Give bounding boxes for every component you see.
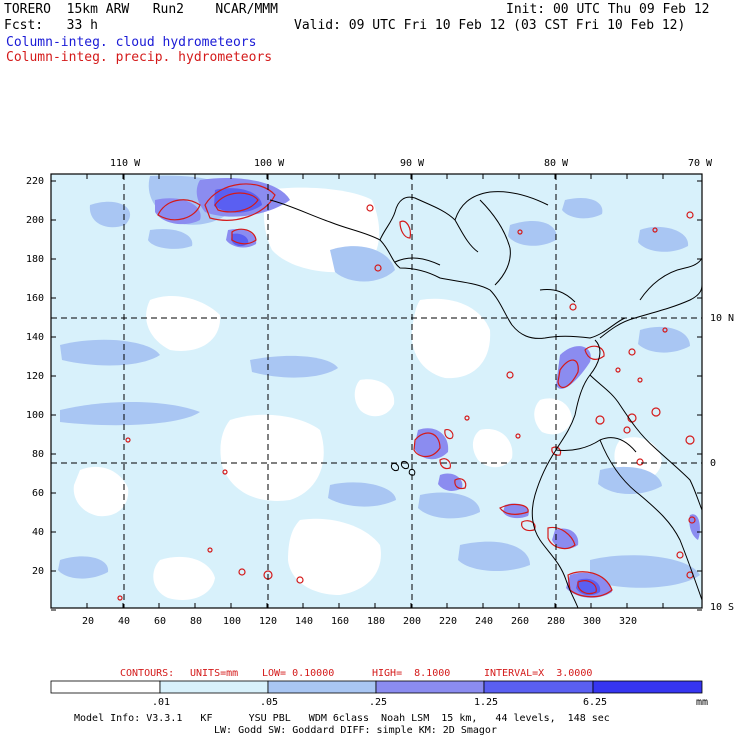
lat-label-10s: 10 S [710, 602, 735, 613]
x-tick-label: 100 [223, 616, 242, 627]
y-tick-label: 100 [26, 410, 45, 421]
y-tick-label: 20 [32, 566, 45, 577]
coastlines [269, 191, 702, 608]
init-time: Init: 00 UTC Thu 09 Feb 12 [506, 2, 710, 17]
y-tick-label: 160 [26, 293, 45, 304]
contour-units: UNITS=mm [190, 668, 239, 679]
y-tick-label: 180 [26, 254, 45, 265]
colorbar-label: .25 [369, 697, 388, 708]
model-physics: LW: Godd SW: Goddard DIFF: simple KM: 2D… [214, 725, 497, 736]
colorbar-label: 6.25 [583, 697, 608, 708]
y-tick-label: 200 [26, 215, 45, 226]
x-tick-label: 60 [154, 616, 167, 627]
colorbar-bin-0 [50, 680, 161, 694]
x-tick-label: 180 [367, 616, 386, 627]
lon-label-90w: 90 W [400, 158, 425, 169]
hydrometeor-field [51, 174, 702, 608]
field-precip-label: Column-integ. precip. hydrometeors [6, 50, 273, 65]
colorbar-bin-4 [483, 680, 594, 694]
colorbar-label: 1.25 [474, 697, 499, 708]
x-tick-label: 160 [331, 616, 350, 627]
colorbar-bin-3 [375, 680, 485, 694]
field-cloud-label: Column-integ. cloud hydrometeors [6, 35, 257, 50]
x-tick-label: 240 [475, 616, 494, 627]
y-tick-label: 60 [32, 488, 45, 499]
y-tick-label: 120 [26, 371, 45, 382]
contour-interval: INTERVAL=X 3.0000 [484, 668, 593, 679]
x-tick-label: 20 [82, 616, 95, 627]
forecast-hour: Fcst: 33 h [4, 18, 98, 33]
colorbar-unit: mm [696, 697, 709, 708]
y-tick-label: 40 [32, 527, 45, 538]
x-tick-label: 120 [259, 616, 278, 627]
x-tick-label: 320 [619, 616, 638, 627]
lon-label-100w: 100 W [254, 158, 285, 169]
x-tick-label: 280 [547, 616, 566, 627]
lon-label-70w: 70 W [688, 158, 713, 169]
contour-low: LOW= 0.10000 [262, 668, 335, 679]
y-tick-label: 80 [32, 449, 45, 460]
graticule [51, 174, 702, 608]
contour-label: CONTOURS: [120, 668, 175, 679]
colorbar-bin-5 [592, 680, 703, 694]
lat-label-10n: 10 N [710, 313, 735, 324]
colorbar-label: .05 [260, 697, 279, 708]
x-tick-label: 200 [403, 616, 422, 627]
model-info: Model Info: V3.3.1 KF YSU PBL WDM 6class… [74, 713, 610, 724]
valid-time: Valid: 09 UTC Fri 10 Feb 12 (03 CST Fri … [294, 18, 686, 33]
colorbar-bin-2 [267, 680, 377, 694]
run-title: TORERO 15km ARW Run2 NCAR/MMM [4, 2, 278, 17]
axis-ticks [50, 174, 702, 611]
x-tick-label: 40 [118, 616, 131, 627]
x-tick-label: 140 [295, 616, 314, 627]
lat-label-eq: 0 [710, 458, 717, 469]
colorbar-label: .01 [152, 697, 171, 708]
y-tick-label: 220 [26, 176, 45, 187]
colorbar-bin-1 [159, 680, 269, 694]
lon-label-80w: 80 W [544, 158, 569, 169]
precip-contours [117, 183, 696, 601]
map-frame [50, 173, 703, 609]
contour-high: HIGH= 8.1000 [372, 668, 451, 679]
x-tick-label: 260 [511, 616, 530, 627]
x-tick-label: 300 [583, 616, 602, 627]
x-tick-label: 220 [439, 616, 458, 627]
lon-label-110w: 110 W [110, 158, 141, 169]
y-tick-label: 140 [26, 332, 45, 343]
x-tick-label: 80 [190, 616, 203, 627]
